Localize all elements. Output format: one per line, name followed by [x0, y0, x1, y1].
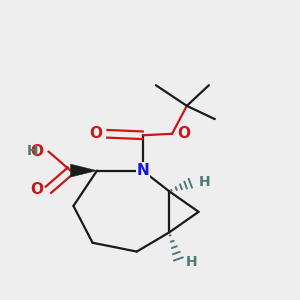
- Text: H: H: [199, 176, 210, 189]
- Polygon shape: [70, 164, 97, 177]
- Text: O: O: [30, 182, 43, 197]
- Text: N: N: [136, 163, 149, 178]
- Text: H: H: [185, 255, 197, 269]
- Text: O: O: [30, 144, 43, 159]
- Text: O: O: [89, 126, 102, 141]
- Text: O: O: [177, 126, 190, 141]
- Text: H: H: [26, 145, 38, 158]
